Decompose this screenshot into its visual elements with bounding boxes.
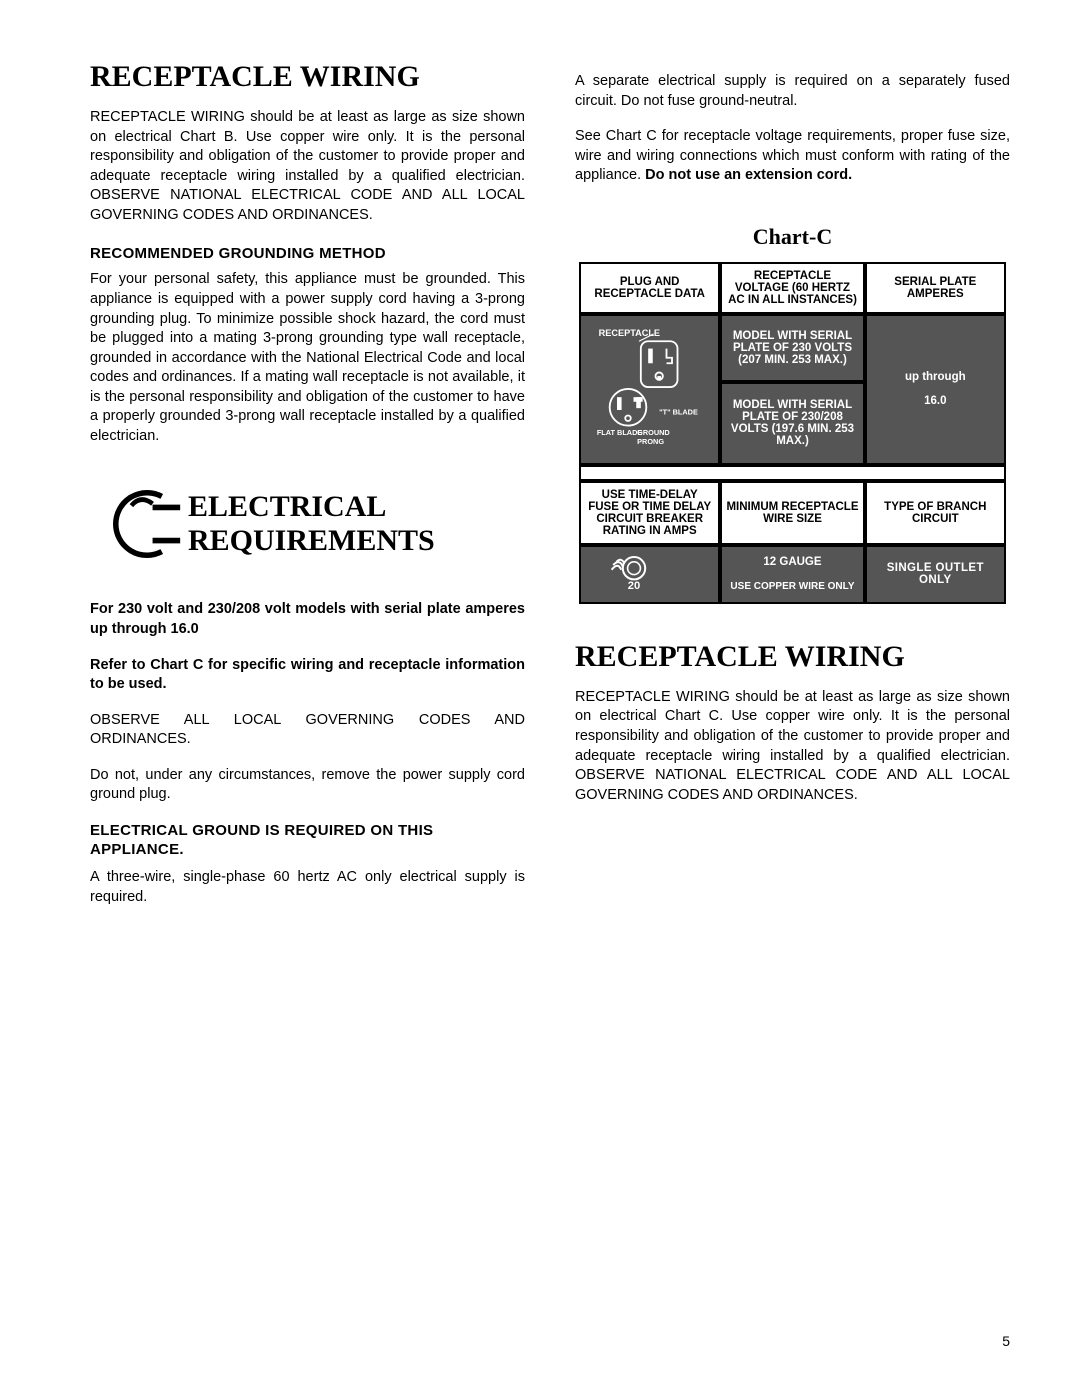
- fuse-icon: 20: [610, 553, 690, 593]
- para-left-3: For 230 volt and 230/208 volt models wit…: [90, 600, 525, 639]
- letter-c-icon: [90, 476, 182, 572]
- para-left-4: Refer to Chart C for specific wiring and…: [90, 656, 525, 695]
- chartc-r1c3a: up through: [905, 371, 966, 383]
- svg-text:PRONG: PRONG: [637, 437, 664, 446]
- receptacle-diagram-icon: RECEPTACLE "T" BLADE FLAT BLADE: [595, 318, 705, 458]
- para-right-2: See Chart C for receptacle voltage requi…: [575, 127, 1010, 186]
- chart-c-table: PLUG AND RECEPTACLE DATA RECEPTACLE VOLT…: [579, 262, 1005, 604]
- chartc-r1c3b: 16.0: [924, 395, 946, 407]
- para-left-7: A three-wire, single-phase 60 hertz AC o…: [90, 868, 525, 907]
- heading-receptacle-wiring-2: RECEPTACLE WIRING: [575, 640, 1010, 674]
- svg-text:"T" BLADE: "T" BLADE: [659, 407, 698, 416]
- chartc-r1c3: up through 16.0: [865, 314, 1006, 465]
- chartc-h1: PLUG AND RECEPTACLE DATA: [579, 262, 720, 314]
- chartc-r2c2a: 12 GAUGE: [763, 556, 821, 568]
- chartc-r2c1: 20: [579, 545, 720, 604]
- page-number: 5: [1002, 1333, 1010, 1349]
- para-right-2b: Do not use an extension cord.: [645, 167, 852, 183]
- heading-grounding-method: RECOMMENDED GROUNDING METHOD: [90, 245, 525, 262]
- svg-text:20: 20: [627, 580, 639, 592]
- para-left-6: Do not, under any circumstances, remove …: [90, 766, 525, 805]
- chartc-r2c2b: USE COPPER WIRE ONLY: [730, 581, 854, 592]
- chartc-r2c3: SINGLE OUTLET ONLY: [865, 545, 1006, 604]
- chartc-h2: RECEPTACLE VOLTAGE (60 HERTZ AC IN ALL I…: [720, 262, 865, 314]
- heading-receptacle-wiring-1: RECEPTACLE WIRING: [90, 60, 525, 94]
- chartc-r1c2a: MODEL WITH SERIAL PLATE OF 230 VOLTS (20…: [720, 314, 865, 382]
- chartc-h2-3: TYPE OF BRANCH CIRCUIT: [865, 481, 1006, 545]
- heading-ground-required: ELECTRICAL GROUND IS REQUIRED ON THIS AP…: [90, 821, 525, 860]
- heading-requirements: REQUIREMENTS: [188, 524, 435, 559]
- svg-text:GROUND: GROUND: [637, 428, 670, 437]
- para-left-1: RECEPTACLE WIRING should be at least as …: [90, 108, 525, 225]
- chartc-h2-2: MINIMUM RECEPTACLE WIRE SIZE: [720, 481, 865, 545]
- para-right-3: RECEPTACLE WIRING should be at least as …: [575, 688, 1010, 805]
- heading-electrical: ELECTRICAL: [188, 490, 435, 525]
- svg-text:FLAT BLADE: FLAT BLADE: [597, 428, 643, 437]
- receptacle-label: RECEPTACLE: [598, 328, 659, 338]
- chartc-h2-1: USE TIME-DELAY FUSE OR TIME DELAY CIRCUI…: [579, 481, 720, 545]
- para-right-1: A separate electrical supply is required…: [575, 72, 1010, 111]
- para-left-2: For your personal safety, this appliance…: [90, 270, 525, 446]
- chartc-h3: SERIAL PLATE AMPERES: [865, 262, 1006, 314]
- chartc-r2c2: 12 GAUGE USE COPPER WIRE ONLY: [720, 545, 865, 604]
- para-left-5: OBSERVE ALL LOCAL GOVERNING CODES AND OR…: [90, 711, 525, 750]
- chart-c-title: Chart-C: [575, 224, 1010, 250]
- chartc-r1c2b: MODEL WITH SERIAL PLATE OF 230/208 VOLTS…: [720, 382, 865, 465]
